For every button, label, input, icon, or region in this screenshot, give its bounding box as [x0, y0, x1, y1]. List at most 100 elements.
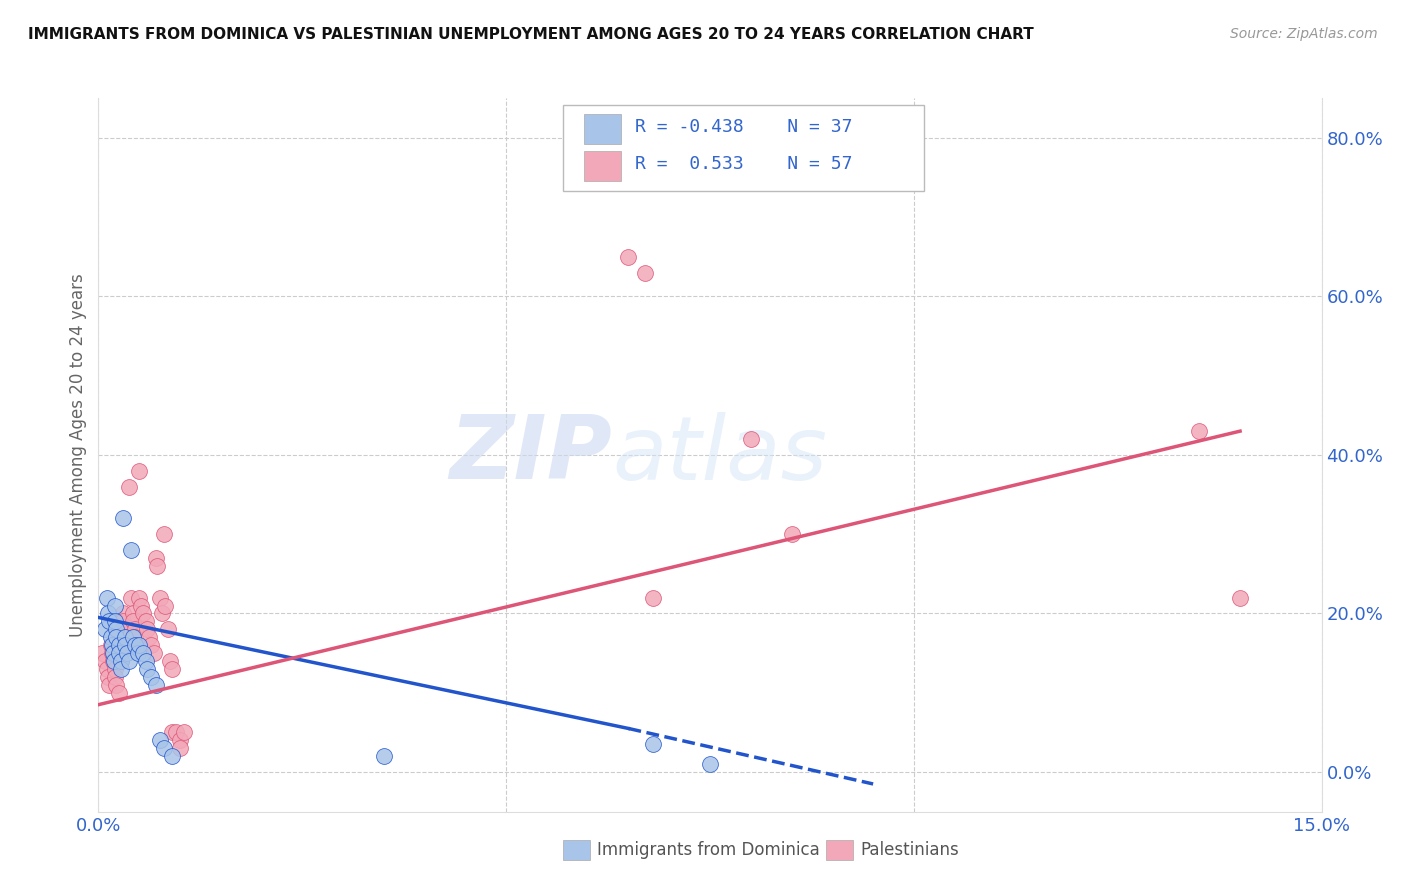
Point [132, 646, 155, 660]
Point [115, 638, 138, 652]
Point [110, 646, 132, 660]
Point [114, 638, 136, 652]
Point [100, 638, 122, 652]
Point [110, 662, 132, 676]
Point [114, 623, 136, 637]
Point [124, 630, 146, 644]
Point [127, 646, 149, 660]
Point [149, 733, 172, 747]
Point [142, 646, 165, 660]
Point [111, 511, 134, 525]
Point [108, 638, 131, 652]
Text: Source: ZipAtlas.com: Source: ZipAtlas.com [1230, 27, 1378, 41]
Point [105, 623, 128, 637]
Point [136, 662, 159, 676]
Point [132, 607, 155, 621]
Point [121, 630, 143, 644]
Point [159, 654, 181, 668]
Point [97, 670, 120, 684]
Point [101, 646, 124, 660]
Point [155, 599, 177, 613]
Point [115, 646, 138, 660]
Point [120, 591, 142, 605]
Point [104, 662, 127, 676]
Text: atlas: atlas [612, 412, 827, 498]
Point [150, 607, 173, 621]
Point [1229, 591, 1251, 605]
Point [169, 733, 191, 747]
Point [146, 558, 169, 573]
Point [136, 623, 159, 637]
Point [1188, 424, 1211, 438]
Point [128, 464, 150, 478]
Point [135, 615, 157, 629]
Point [128, 591, 150, 605]
FancyBboxPatch shape [564, 105, 924, 191]
Point [160, 725, 183, 739]
Point [100, 630, 122, 644]
Point [141, 638, 163, 652]
Point [152, 527, 174, 541]
Point [101, 638, 124, 652]
FancyBboxPatch shape [827, 840, 853, 860]
FancyBboxPatch shape [564, 840, 591, 860]
Y-axis label: Unemployment Among Ages 20 to 24 years: Unemployment Among Ages 20 to 24 years [69, 273, 87, 637]
Point [160, 662, 183, 676]
FancyBboxPatch shape [583, 114, 620, 145]
Point [118, 480, 141, 494]
Point [104, 670, 127, 684]
Point [108, 686, 131, 700]
Point [124, 638, 146, 652]
Point [156, 623, 179, 637]
Point [103, 654, 125, 668]
Point [120, 543, 142, 558]
Point [97, 607, 120, 621]
Point [98, 678, 121, 692]
Point [110, 654, 132, 668]
Point [124, 623, 146, 637]
Point [641, 737, 664, 751]
Point [104, 615, 127, 629]
Point [373, 749, 395, 764]
Point [641, 591, 664, 605]
Point [108, 646, 131, 660]
Point [173, 725, 195, 739]
Point [128, 638, 150, 652]
Point [110, 654, 132, 668]
Point [152, 741, 174, 756]
Point [94, 623, 117, 637]
Point [121, 607, 143, 621]
Point [96, 591, 118, 605]
Point [111, 607, 134, 621]
Point [138, 630, 160, 644]
Text: Palestinians: Palestinians [860, 841, 959, 859]
Point [98, 615, 121, 629]
Point [145, 678, 167, 692]
Point [91, 646, 114, 660]
Point [169, 741, 191, 756]
Point [122, 615, 145, 629]
Text: R =  0.533    N = 57: R = 0.533 N = 57 [636, 155, 853, 173]
Point [141, 670, 163, 684]
Point [118, 654, 141, 668]
Point [108, 638, 131, 652]
Point [617, 250, 640, 264]
Point [699, 757, 721, 772]
Point [149, 591, 172, 605]
Point [105, 630, 128, 644]
Point [135, 654, 157, 668]
Point [129, 599, 152, 613]
Point [96, 662, 118, 676]
Point [740, 432, 762, 446]
Text: Immigrants from Dominica: Immigrants from Dominica [598, 841, 820, 859]
Text: R = -0.438    N = 37: R = -0.438 N = 37 [636, 118, 853, 136]
Point [634, 266, 657, 280]
Point [160, 749, 183, 764]
Point [105, 678, 128, 692]
Point [101, 654, 124, 668]
Text: ZIP: ZIP [450, 411, 612, 499]
Point [104, 599, 127, 613]
Point [780, 527, 803, 541]
Point [111, 615, 134, 629]
Point [94, 654, 117, 668]
